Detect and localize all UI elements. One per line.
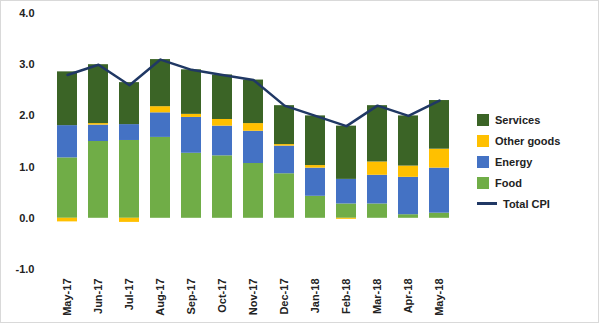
svg-text:3.0: 3.0 [19,58,34,70]
svg-text:Aug-17: Aug-17 [154,278,166,315]
svg-text:May-17: May-17 [61,278,73,315]
html-text:Other goods: Other goods [495,134,561,147]
svg-text:Dec-17: Dec-17 [278,278,290,314]
svg-text:2.0: 2.0 [19,109,34,121]
svg-text:Sep-17: Sep-17 [185,278,197,314]
svg-text:Jan-18: Jan-18 [309,278,321,313]
svg-text:0.0: 0.0 [19,211,34,223]
svg-text:May-18: May-18 [433,278,445,315]
svg-text:Apr-18: Apr-18 [402,278,414,313]
svg-text:Nov-17: Nov-17 [247,278,259,315]
svg-text:Mar-18: Mar-18 [371,278,383,313]
svg-text:-1.0: -1.0 [16,263,35,275]
svg-text:Feb-18: Feb-18 [340,278,352,313]
svg-text:1.0: 1.0 [19,160,34,172]
svg-text:4.0: 4.0 [19,7,34,19]
svg-text:Jul-17: Jul-17 [123,278,135,310]
html-text:Energy: Energy [495,155,533,168]
svg-text:Jun-17: Jun-17 [92,278,104,313]
html-text:Food: Food [495,176,522,189]
svg-text:Oct-17: Oct-17 [216,278,228,312]
html-text:Services: Services [495,113,541,126]
html-text:Total CPI: Total CPI [503,197,550,210]
